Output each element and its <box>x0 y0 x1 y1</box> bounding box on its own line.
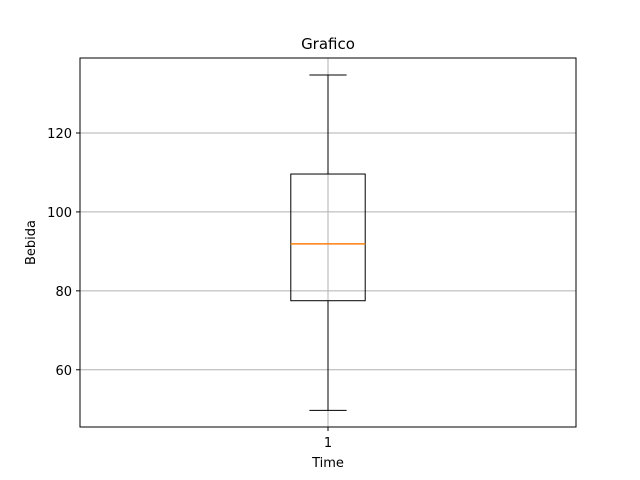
y-tick-label: 60 <box>55 364 72 379</box>
y-tick-label: 80 <box>55 285 72 300</box>
x-axis: 1 <box>324 427 332 451</box>
box-body <box>290 173 366 302</box>
y-tick-label: 120 <box>47 127 72 142</box>
x-tick-label: 1 <box>324 436 332 451</box>
y-axis-label: Bebida <box>24 220 39 265</box>
y-tick-label: 100 <box>47 206 72 221</box>
chart-title: Grafico <box>301 35 355 53</box>
x-axis-label: Time <box>311 456 344 471</box>
y-axis: 60 80 100 120 <box>47 127 80 379</box>
box-plot <box>290 74 366 411</box>
